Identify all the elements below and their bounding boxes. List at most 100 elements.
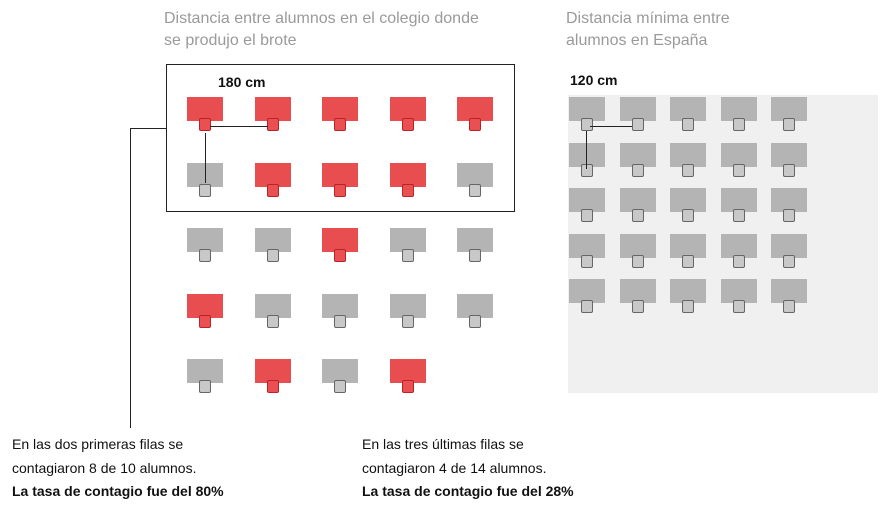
spain-desk [670, 188, 706, 224]
spain-desk [620, 188, 656, 224]
note-left-line2: contagiaron 8 de 10 alumnos. [12, 459, 197, 476]
outbreak-desk-healthy [457, 228, 493, 264]
outbreak-desk-healthy [457, 163, 493, 199]
chair-icon [469, 315, 481, 328]
desk-surface [569, 279, 605, 303]
outbreak-distance-label: 180 cm [218, 74, 266, 90]
desk-surface [457, 228, 493, 252]
outbreak-last-rows-note: En las tres últimas filas se contagiaron… [362, 433, 702, 504]
chair-icon [682, 209, 694, 222]
desk-surface [187, 97, 223, 121]
desk-surface [620, 97, 656, 121]
chair-icon [267, 249, 279, 262]
outbreak-desk-infected [457, 97, 493, 133]
chair-icon [267, 380, 279, 393]
spain-desk [569, 279, 605, 315]
desk-surface [322, 294, 358, 318]
chair-icon [632, 164, 644, 177]
chair-icon [199, 118, 211, 131]
outbreak-desk-healthy [187, 228, 223, 264]
connector-line-horizontal [130, 128, 167, 129]
outbreak-title: Distancia entre alumnos en el colegio do… [164, 10, 479, 49]
spain-desk [620, 143, 656, 179]
desk-surface [670, 143, 706, 167]
desk-surface [187, 228, 223, 252]
desk-surface [255, 163, 291, 187]
outbreak-desk-infected [390, 97, 426, 133]
chair-icon [632, 300, 644, 313]
desk-surface [187, 359, 223, 383]
chair-icon [334, 380, 346, 393]
chair-icon [402, 184, 414, 197]
first-two-rows-highlight-box [166, 64, 515, 212]
chair-icon [267, 118, 279, 131]
outbreak-desk-infected [187, 97, 223, 133]
spain-desk [771, 234, 807, 270]
desk-surface [721, 279, 757, 303]
outbreak-desk-infected [390, 359, 426, 395]
spain-desk [569, 143, 605, 179]
chair-icon [402, 315, 414, 328]
chair-icon [199, 315, 211, 328]
chair-icon [581, 164, 593, 177]
chair-icon [783, 255, 795, 268]
chair-icon [581, 209, 593, 222]
chair-icon [682, 255, 694, 268]
chair-icon [199, 249, 211, 262]
desk-surface [771, 234, 807, 258]
desk-surface [322, 97, 358, 121]
desk-surface [721, 234, 757, 258]
desk-surface [255, 97, 291, 121]
desk-surface [322, 228, 358, 252]
desk-surface [670, 97, 706, 121]
chair-icon [682, 118, 694, 131]
desk-surface [457, 97, 493, 121]
spain-desk [569, 188, 605, 224]
desk-surface [620, 143, 656, 167]
chair-icon [733, 164, 745, 177]
chair-icon [682, 164, 694, 177]
desk-surface [255, 228, 291, 252]
desk-surface [390, 163, 426, 187]
connector-line-vertical [130, 128, 131, 428]
desk-surface [255, 294, 291, 318]
desk-surface [620, 234, 656, 258]
outbreak-horizontal-distance-line [210, 126, 268, 127]
chair-icon [682, 300, 694, 313]
chair-icon [402, 380, 414, 393]
spain-desk [670, 234, 706, 270]
desk-surface [187, 294, 223, 318]
note-right-rate: La tasa de contagio fue del 28% [362, 483, 574, 499]
note-right-line1: En las tres últimas filas se [362, 436, 524, 452]
spain-desk [670, 279, 706, 315]
desk-surface [569, 234, 605, 258]
chair-icon [733, 118, 745, 131]
outbreak-desk-healthy [390, 228, 426, 264]
chair-icon [783, 164, 795, 177]
chair-icon [199, 380, 211, 393]
chair-icon [334, 315, 346, 328]
spain-desk [620, 234, 656, 270]
desk-surface [390, 294, 426, 318]
desk-surface [771, 143, 807, 167]
desk-surface [620, 279, 656, 303]
spain-desk [670, 143, 706, 179]
chair-icon [334, 184, 346, 197]
desk-surface [569, 97, 605, 121]
spain-desk [771, 188, 807, 224]
chair-icon [783, 300, 795, 313]
desk-surface [670, 188, 706, 212]
outbreak-desk-healthy [457, 294, 493, 330]
chair-icon [267, 184, 279, 197]
chair-icon [733, 255, 745, 268]
note-right-line2: contagiaron 4 de 14 alumnos. [362, 459, 547, 476]
desk-surface [721, 97, 757, 121]
desk-surface [721, 143, 757, 167]
outbreak-desk-healthy [322, 359, 358, 395]
chair-icon [334, 249, 346, 262]
chair-icon [632, 118, 644, 131]
outbreak-desk-infected [390, 163, 426, 199]
spain-distance-label: 120 cm [570, 72, 618, 88]
chair-icon [632, 209, 644, 222]
chair-icon [783, 209, 795, 222]
